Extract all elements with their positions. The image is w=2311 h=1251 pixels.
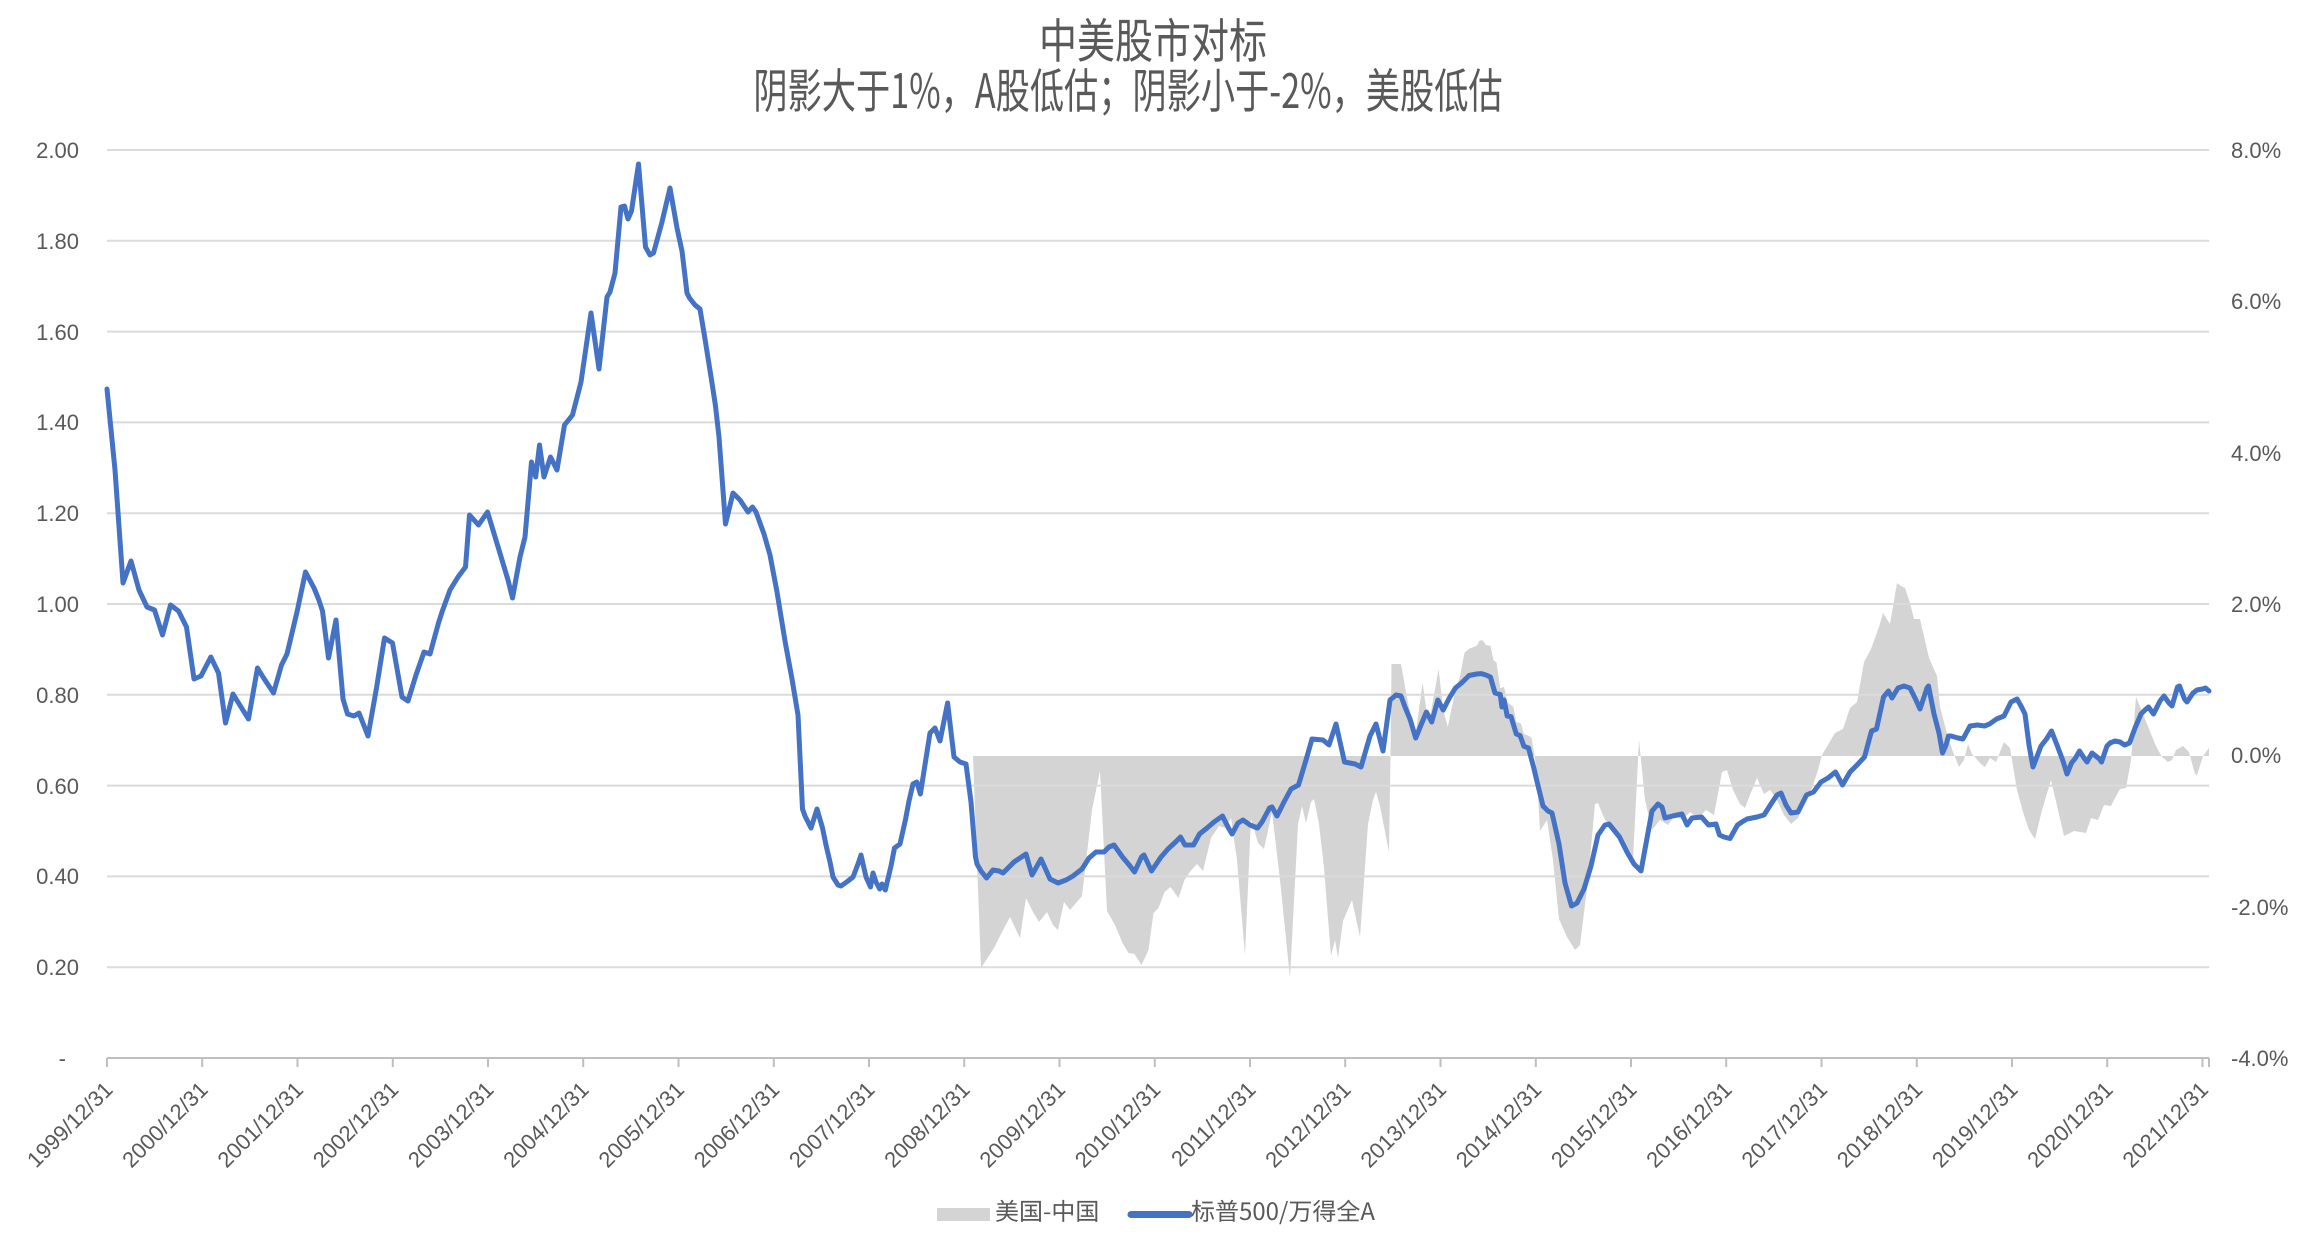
svg-text:0.0%: 0.0% — [2231, 743, 2281, 768]
svg-text:1.00: 1.00 — [36, 592, 79, 617]
svg-text:1.20: 1.20 — [36, 501, 79, 526]
svg-text:4.0%: 4.0% — [2231, 441, 2281, 466]
svg-text:2.00: 2.00 — [36, 138, 79, 163]
svg-text:1.80: 1.80 — [36, 229, 79, 254]
svg-text:2.0%: 2.0% — [2231, 592, 2281, 617]
svg-text:1.60: 1.60 — [36, 320, 79, 345]
svg-text:0.80: 0.80 — [36, 683, 79, 708]
svg-text:-2.0%: -2.0% — [2231, 895, 2288, 920]
svg-text:1.40: 1.40 — [36, 410, 79, 435]
svg-text:0.60: 0.60 — [36, 774, 79, 799]
svg-text:8.0%: 8.0% — [2231, 138, 2281, 163]
svg-text:0.20: 0.20 — [36, 955, 79, 980]
svg-text:6.0%: 6.0% — [2231, 289, 2281, 314]
svg-text:-4.0%: -4.0% — [2231, 1046, 2288, 1071]
svg-text:-: - — [59, 1046, 66, 1071]
svg-text:0.40: 0.40 — [36, 864, 79, 889]
